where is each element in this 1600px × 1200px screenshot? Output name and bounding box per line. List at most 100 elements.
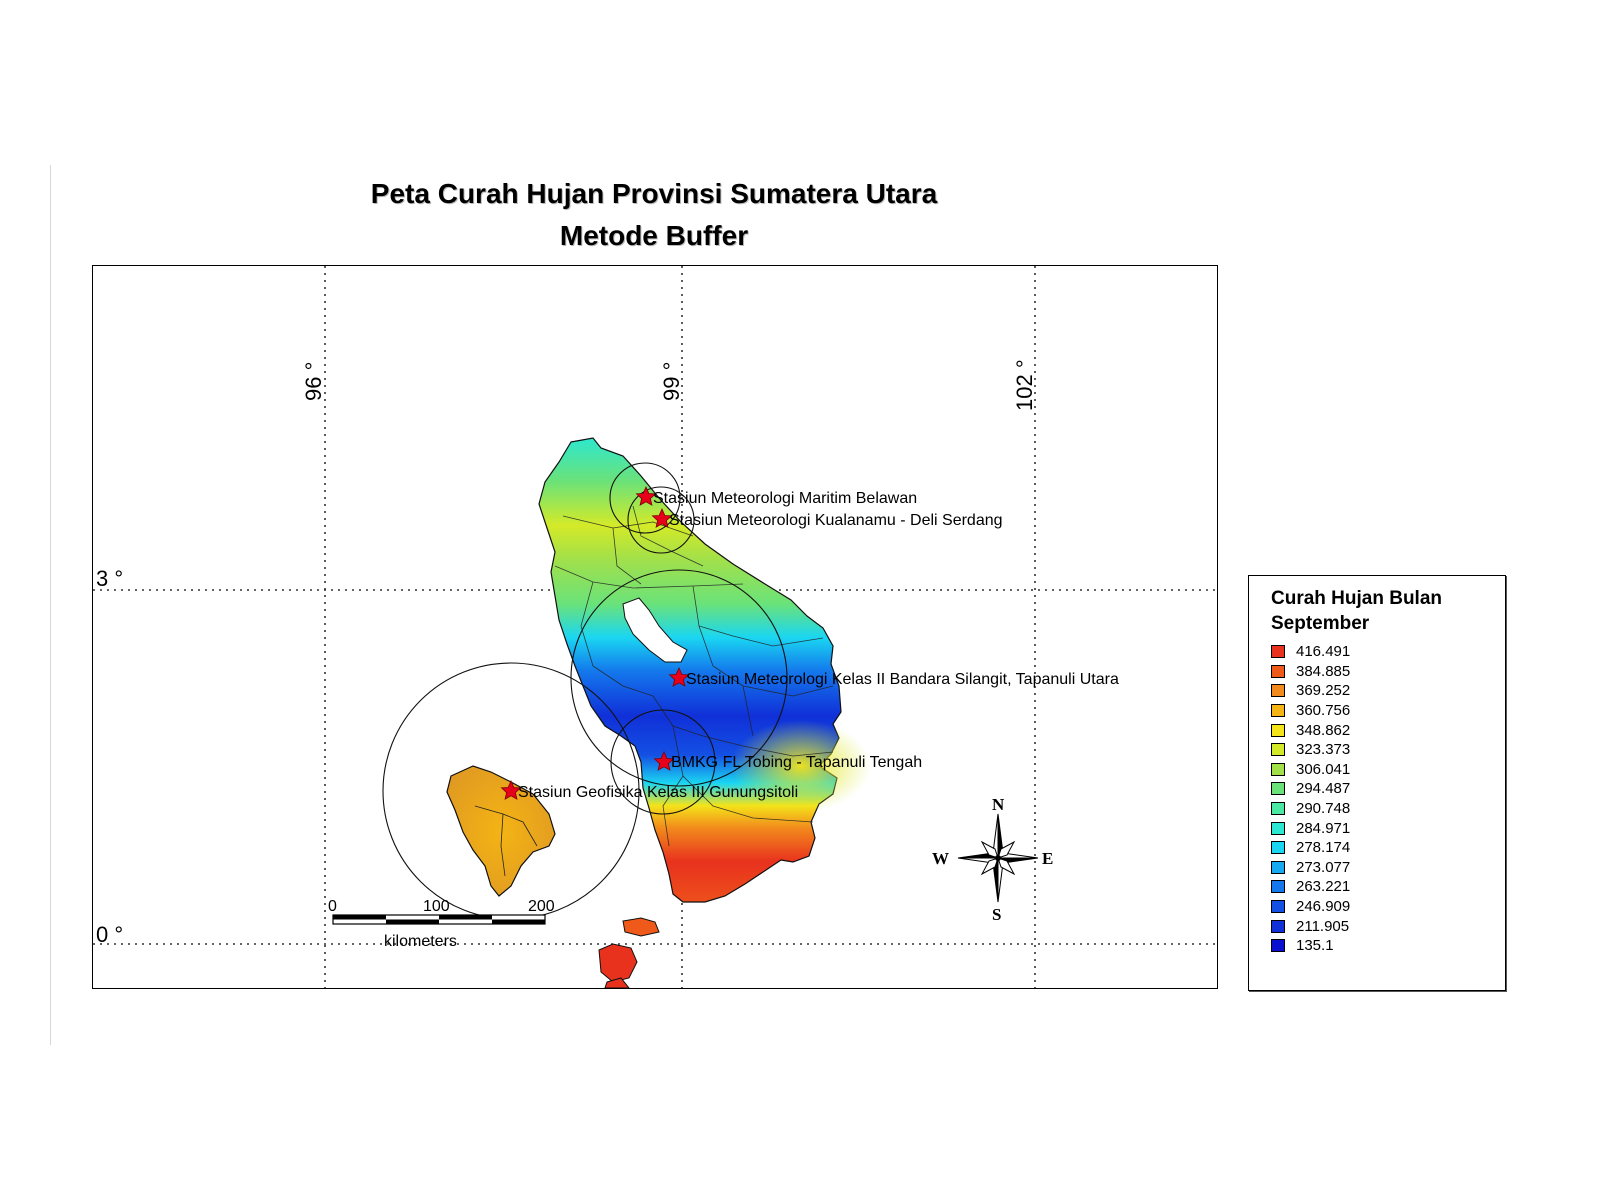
legend-swatch <box>1271 723 1285 737</box>
lake-toba <box>622 597 688 663</box>
legend-item: 211.905 <box>1271 916 1350 936</box>
scale-tick-label: 100 <box>423 898 450 915</box>
scale-tick-label: 0 <box>328 898 337 915</box>
legend-title: Curah Hujan Bulan September <box>1271 588 1443 634</box>
legend-item: 306.041 <box>1271 760 1350 780</box>
legend-value: 135.1 <box>1296 937 1334 955</box>
legend-swatch <box>1271 880 1285 894</box>
page-divider-line <box>50 165 51 1045</box>
sumatera-utara-mainland <box>538 437 842 903</box>
buffer-circle-belawan <box>609 462 681 534</box>
scale-bar: 0 100 200 kilometers <box>328 898 555 950</box>
legend-value: 278.174 <box>1296 839 1351 857</box>
compass-north-label: N <box>992 795 1005 814</box>
legend-value: 416.491 <box>1296 643 1351 661</box>
legend: Curah Hujan Bulan September 416.491 384.8… <box>1248 575 1506 991</box>
island <box>622 917 660 937</box>
legend-item: 246.909 <box>1271 897 1350 917</box>
island <box>598 943 638 983</box>
longitude-label-102: 102 ° <box>1012 359 1037 411</box>
compass-east-label: E <box>1042 849 1053 868</box>
buffer-zones <box>382 462 788 920</box>
buffer-circle-tobing <box>610 709 716 815</box>
latitude-label-0: 0 ° <box>96 922 123 947</box>
legend-value: 323.373 <box>1296 741 1351 759</box>
buffer-circle-kualanamu <box>627 486 695 554</box>
compass-west-label: W <box>932 849 949 868</box>
station-star-silangit[interactable] <box>668 667 690 687</box>
legend-value: 263.221 <box>1296 878 1351 896</box>
legend-item: 348.862 <box>1271 720 1350 740</box>
legend-swatch <box>1271 860 1285 874</box>
nias-boundaries <box>474 805 538 877</box>
legend-swatch <box>1271 664 1285 678</box>
legend-item: 416.491 <box>1271 642 1350 662</box>
legend-swatch <box>1271 939 1285 953</box>
legend-value: 211.905 <box>1296 917 1350 935</box>
legend-value: 348.862 <box>1296 721 1351 739</box>
scale-bar-segment <box>333 915 386 920</box>
legend-item: 273.077 <box>1271 858 1350 878</box>
legend-swatch <box>1271 821 1285 835</box>
legend-swatch <box>1271 782 1285 796</box>
legend-value: 294.487 <box>1296 780 1351 798</box>
legend-value: 273.077 <box>1296 858 1351 876</box>
legend-swatch <box>1271 802 1285 816</box>
scale-bar-segment <box>439 915 492 920</box>
station-label-silangit: Stasiun Meteorologi Kelas II Bandara Sil… <box>686 671 1119 688</box>
map-canvas: 96 ° 99 ° 102 ° 3 ° 0 ° <box>93 266 1217 988</box>
station-star-tobing[interactable] <box>653 751 675 771</box>
station-star-gunungsitoli[interactable] <box>500 780 522 800</box>
legend-value: 369.252 <box>1296 682 1351 700</box>
district-boundaries <box>554 505 834 847</box>
legend-item: 278.174 <box>1271 838 1350 858</box>
legend-item: 284.971 <box>1271 818 1350 838</box>
map-frame[interactable]: 96 ° 99 ° 102 ° 3 ° 0 ° <box>92 265 1218 989</box>
legend-item: 135.1 <box>1271 936 1350 956</box>
legend-swatch <box>1271 919 1285 933</box>
map-subtitle: Metode Buffer <box>559 220 749 251</box>
station-label-tobing: BMKG FL Tobing - Tapanuli Tengah <box>671 754 922 771</box>
legend-value: 246.909 <box>1296 898 1351 916</box>
scale-tick-label: 200 <box>528 898 555 915</box>
station-star-belawan[interactable] <box>635 486 657 506</box>
legend-value: 384.885 <box>1296 662 1351 680</box>
scale-bar-segment <box>386 919 439 924</box>
station-label-kualanamu: Stasiun Meteorologi Kualanamu - Deli Ser… <box>669 512 1003 529</box>
map-title: Peta Curah Hujan Provinsi Sumatera Utara <box>370 178 938 209</box>
legend-swatch <box>1271 762 1285 776</box>
station-markers <box>500 486 690 800</box>
east-coast-rainfall-zone <box>731 720 871 812</box>
legend-item: 294.487 <box>1271 779 1350 799</box>
legend-list: 416.491 384.885 369.252 360.756 348.862 323.3… <box>1271 642 1350 956</box>
station-label-belawan: Stasiun Meteorologi Maritim Belawan <box>653 490 917 507</box>
longitude-label-96: 96 ° <box>301 362 326 401</box>
legend-swatch <box>1271 841 1285 855</box>
legend-swatch <box>1271 645 1285 659</box>
scale-unit-label: kilometers <box>384 933 457 950</box>
province-landmass <box>538 437 871 903</box>
legend-value: 290.748 <box>1296 800 1351 818</box>
legend-value: 284.971 <box>1296 819 1351 837</box>
latitude-label-3: 3 ° <box>96 566 123 591</box>
legend-item: 323.373 <box>1271 740 1350 760</box>
station-label-gunungsitoli: Stasiun Geofisika Kelas III Gunungsitoli <box>518 784 798 801</box>
longitude-label-99: 99 ° <box>659 362 684 401</box>
legend-item: 360.756 <box>1271 701 1350 721</box>
legend-swatch <box>1271 900 1285 914</box>
legend-item: 263.221 <box>1271 877 1350 897</box>
legend-item: 290.748 <box>1271 799 1350 819</box>
legend-swatch <box>1271 704 1285 718</box>
legend-item: 369.252 <box>1271 681 1350 701</box>
compass-south-label: S <box>992 905 1001 924</box>
small-islands <box>598 917 660 988</box>
legend-swatch <box>1271 743 1285 757</box>
station-labels: Stasiun Meteorologi Maritim Belawan Stas… <box>518 490 1119 801</box>
legend-item: 384.885 <box>1271 662 1350 682</box>
scale-bar-segment <box>492 919 545 924</box>
compass-rose: N S E W <box>932 795 1053 924</box>
legend-value: 306.041 <box>1296 760 1351 778</box>
station-star-kualanamu[interactable] <box>651 508 673 528</box>
legend-value: 360.756 <box>1296 702 1351 720</box>
legend-swatch <box>1271 684 1285 698</box>
